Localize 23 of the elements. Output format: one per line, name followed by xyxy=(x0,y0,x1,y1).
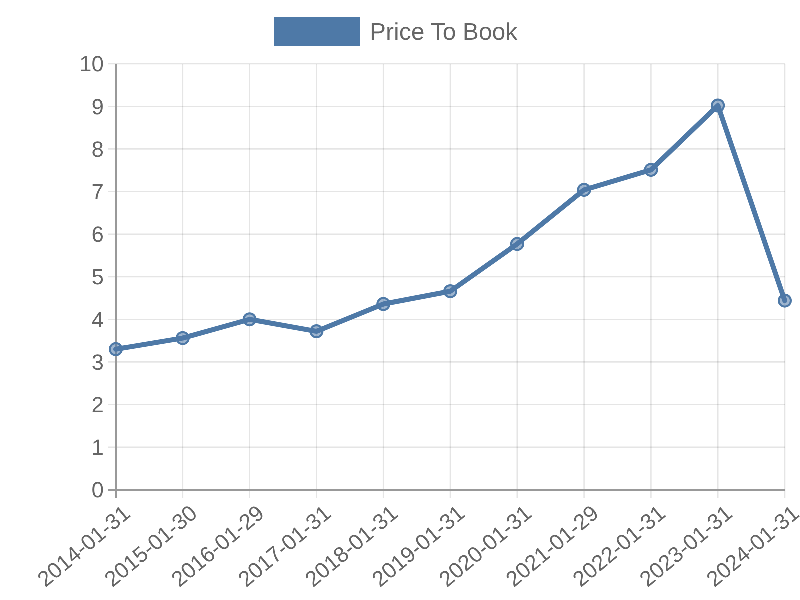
y-tick-label: 0 xyxy=(92,478,104,503)
point xyxy=(711,98,726,113)
point xyxy=(242,312,257,327)
point xyxy=(644,163,658,178)
legend-label: Price To Book xyxy=(370,19,519,46)
point xyxy=(510,237,524,252)
point xyxy=(577,183,592,198)
point xyxy=(176,331,190,346)
point xyxy=(109,342,123,356)
point xyxy=(376,297,391,312)
y-tick-label: 4 xyxy=(92,307,104,332)
point xyxy=(444,284,458,298)
y-tick-label: 10 xyxy=(80,52,104,77)
y-tick-label: 2 xyxy=(92,392,104,418)
point xyxy=(778,294,792,308)
y-tick-label: 8 xyxy=(92,136,104,162)
y-tick-label: 3 xyxy=(92,350,104,375)
y-tick-label: 9 xyxy=(92,94,104,120)
y-tick-label: 1 xyxy=(92,435,104,460)
y-tick-label: 7 xyxy=(92,180,104,204)
point xyxy=(310,324,324,339)
y-tick-label: 5 xyxy=(92,264,104,290)
y-tick-label: 6 xyxy=(92,222,104,248)
